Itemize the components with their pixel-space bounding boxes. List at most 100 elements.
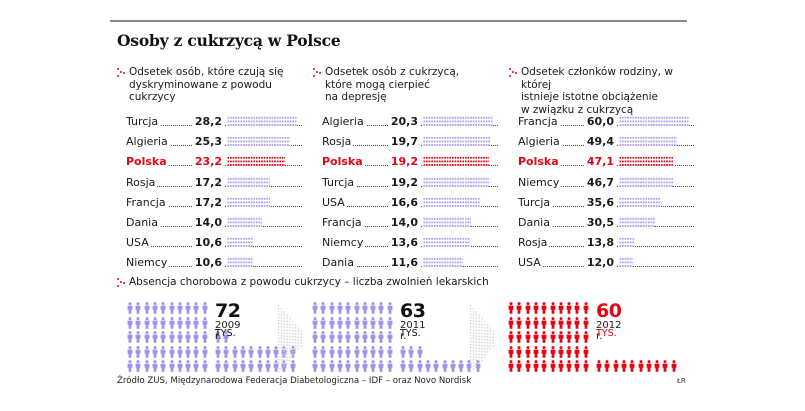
bar-mark — [227, 156, 285, 168]
person-icon — [378, 302, 384, 314]
arrow-right-icon — [278, 302, 304, 376]
person-icon — [185, 316, 191, 329]
value-label: 49,4 — [584, 135, 616, 149]
country-label: Rosja — [322, 135, 354, 149]
person-icon — [185, 345, 191, 358]
panel-heading: Odsetek osób, które czują się dyskryminow… — [117, 66, 302, 108]
person-icon — [320, 345, 326, 358]
bullet-icon — [509, 68, 517, 77]
person-icon — [458, 360, 464, 373]
person-icon — [202, 316, 208, 329]
person-icon — [583, 302, 589, 314]
bar-mark — [227, 116, 297, 127]
value-label-wrap: 19,7 — [322, 135, 420, 149]
panel-heading-line: na depresję — [325, 91, 387, 103]
country-label: Dania — [518, 215, 552, 229]
person-icon — [223, 331, 229, 343]
person-icon — [273, 360, 279, 373]
value-label: 19,2 — [388, 175, 420, 189]
country-label: Francja — [518, 115, 560, 128]
country-label: Rosja — [126, 175, 158, 189]
person-icon — [574, 331, 580, 343]
bar-row: Algieria 25,3 — [126, 133, 302, 153]
value-label-wrap: 10,6 — [126, 256, 224, 270]
person-icon — [378, 360, 384, 373]
value-label: 19,7 — [388, 135, 420, 149]
absence-year: 2011 r. — [400, 320, 426, 342]
person-icon — [533, 345, 539, 358]
person-icon — [144, 302, 150, 314]
value-label: 19,2 — [388, 155, 420, 169]
person-icon — [290, 345, 296, 358]
country-label: Niemcy — [126, 256, 170, 270]
person-icon — [508, 331, 514, 343]
bullet-icon — [117, 68, 125, 77]
country-label: Turcja — [126, 115, 161, 128]
person-icon — [508, 345, 514, 358]
absence-unit: TYS. — [400, 328, 421, 339]
person-icon — [550, 331, 556, 343]
person-icon — [362, 316, 368, 329]
value-label-wrap: 16,6 — [322, 195, 420, 209]
person-icon — [152, 302, 158, 314]
person-icon — [550, 345, 556, 358]
value-label: 35,6 — [584, 195, 616, 209]
person-icon — [362, 302, 368, 314]
person-icon — [354, 316, 360, 329]
bullet-icon — [313, 68, 321, 77]
person-icon — [248, 360, 254, 373]
panel-heading-line: w związku z cukrzycą — [521, 103, 634, 116]
person-icon — [152, 331, 158, 343]
bar-row: Polska 19,2 — [322, 153, 498, 173]
person-icon — [144, 331, 150, 343]
person-icon — [370, 360, 376, 373]
country-label: Polska — [322, 155, 365, 169]
bullet-icon — [117, 278, 125, 287]
absence-year: 2012 r. — [596, 320, 622, 342]
value-label-wrap: 17,2 — [126, 175, 224, 189]
person-icon — [433, 360, 439, 373]
person-icon — [533, 360, 539, 373]
person-icon — [202, 331, 208, 343]
person-icon — [320, 302, 326, 314]
publisher-logo: ŁR — [677, 377, 686, 385]
person-icon — [144, 345, 150, 358]
person-icon — [387, 360, 393, 373]
value-label: 17,2 — [192, 195, 224, 209]
bar-row: Dania 14,0 — [126, 214, 302, 234]
value-label-wrap: 47,1 — [518, 155, 616, 169]
bar-mark — [619, 136, 677, 148]
person-icon — [193, 331, 199, 343]
person-icon — [354, 360, 360, 373]
person-icon — [312, 331, 318, 343]
person-icon — [337, 345, 343, 358]
person-icon — [541, 345, 547, 358]
person-icon — [583, 331, 589, 343]
bar-mark — [619, 116, 689, 127]
bar-row: Francja 60,0 — [518, 113, 694, 133]
person-icon — [193, 302, 199, 314]
panel-heading: Odsetek członków rodziny, w której istnie… — [509, 66, 694, 116]
value-label-wrap: 12,0 — [518, 256, 616, 270]
absence-value: 63 TYS. — [400, 302, 426, 343]
person-icon — [613, 360, 619, 373]
bar-row: Niemcy 46,7 — [518, 174, 694, 194]
person-icon — [508, 316, 514, 329]
absence-heading: Absencja chorobowa z powodu cukrzycy – l… — [117, 276, 489, 288]
person-icon — [144, 360, 150, 373]
value-label: 47,1 — [584, 155, 616, 169]
person-icon — [320, 331, 326, 343]
person-icon — [215, 345, 221, 358]
person-icon — [257, 345, 263, 358]
country-label: USA — [126, 236, 151, 250]
person-icon — [516, 331, 522, 343]
person-icon — [329, 360, 335, 373]
person-icon — [152, 345, 158, 358]
person-icon — [566, 302, 572, 314]
person-icon — [362, 345, 368, 358]
person-icon — [329, 302, 335, 314]
value-label: 16,6 — [388, 195, 420, 209]
bar-mark — [227, 196, 270, 208]
pictogram — [127, 302, 327, 374]
value-label-wrap: 13,6 — [322, 236, 420, 250]
